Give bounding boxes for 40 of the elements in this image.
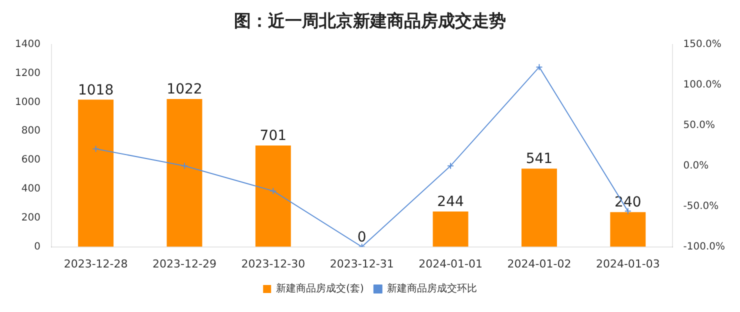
- x-tick-label: 2023-12-28: [64, 257, 128, 270]
- data-label: 244: [437, 194, 464, 210]
- data-label: 541: [526, 151, 553, 168]
- y-tick-label: 400: [21, 184, 40, 195]
- chart-title: 图：近一周北京新建商品房成交走势: [234, 12, 506, 32]
- data-label: 1018: [78, 82, 114, 98]
- x-tick-label: 2023-12-31: [330, 257, 394, 270]
- y-tick-label: 200: [21, 212, 40, 224]
- data-label: 1022: [166, 82, 202, 98]
- data-label: 701: [260, 128, 287, 144]
- x-tick-label: 2024-01-03: [596, 257, 660, 270]
- y2-tick-label: 100.0%: [683, 79, 722, 90]
- y-tick-label: 1200: [14, 68, 40, 79]
- y-tick-label: 1400: [14, 38, 40, 50]
- y2-tick-label: 0.0%: [683, 160, 709, 172]
- y-tick-label: 1000: [14, 96, 40, 108]
- y2-tick-label: 150.0%: [683, 38, 722, 50]
- y-tick-label: 800: [21, 126, 40, 137]
- y-tick-label: 600: [21, 154, 40, 166]
- bar: [610, 212, 646, 247]
- bar: [166, 99, 202, 247]
- bar: [255, 145, 291, 247]
- legend-label: 新建商品房成交(套): [276, 282, 364, 295]
- bar: [78, 100, 114, 247]
- point: [536, 64, 543, 71]
- point: [270, 187, 277, 194]
- data-label: 0: [357, 229, 366, 246]
- y2-tick-label: -100.0%: [683, 241, 726, 252]
- point: [447, 162, 454, 170]
- bar: [432, 212, 468, 247]
- x-tick-label: 2024-01-02: [507, 257, 572, 270]
- y2-tick-label: -50.0%: [683, 200, 719, 212]
- bar: [521, 168, 557, 247]
- y-tick-label: 0: [34, 241, 40, 252]
- x-tick-label: 2023-12-29: [152, 257, 216, 270]
- legend-label: 新建商品房成交环比: [386, 282, 477, 295]
- y2-tick-label: 50.0%: [683, 120, 716, 131]
- x-tick-label: 2024-01-01: [418, 257, 483, 270]
- x-tick-label: 2023-12-30: [241, 257, 306, 270]
- point: [180, 162, 188, 170]
